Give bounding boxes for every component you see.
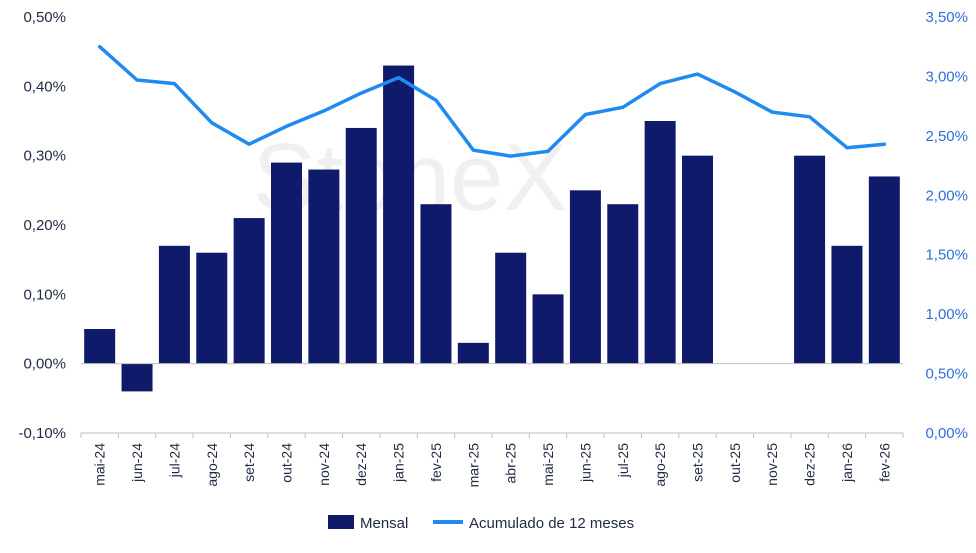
x-tick-label: jun-25 [577, 443, 593, 483]
left-tick-label: 0,40% [23, 78, 66, 95]
x-tick-label: out-24 [279, 443, 295, 483]
left-axis: -0,10% 0,00% 0,10% 0,20% 0,30% 0,40% 0,50% [18, 9, 66, 442]
left-tick-label: 0,20% [23, 217, 66, 234]
x-tick-label: jan-26 [839, 443, 855, 483]
bar [569, 190, 601, 364]
right-tick-label: 2,00% [925, 187, 968, 204]
x-tick-label: jan-25 [391, 443, 407, 483]
bar [457, 342, 489, 364]
right-tick-label: 2,50% [925, 128, 968, 145]
x-tick-label: jun-24 [129, 443, 145, 483]
bar [607, 204, 639, 364]
bar [196, 252, 228, 364]
bar [868, 176, 900, 364]
line-path [97, 44, 887, 158]
bar [233, 218, 265, 364]
right-tick-label: 1,00% [925, 306, 968, 323]
right-axis: 0,00% 0,50% 1,00% 1,50% 2,00% 2,50% 3,00% 3,50% [925, 9, 968, 442]
left-tick-label: 0,10% [23, 286, 66, 303]
right-tick-label: 0,50% [925, 366, 968, 383]
bar [644, 121, 676, 364]
bar [158, 245, 190, 364]
x-tick-label: fev-25 [428, 443, 444, 482]
bar [794, 155, 826, 364]
right-tick-label: 3,50% [925, 9, 968, 26]
right-tick-label: 0,00% [925, 425, 968, 442]
bar [84, 329, 116, 364]
left-tick-label: -0,10% [18, 425, 66, 442]
x-tick-label: fev-26 [876, 443, 892, 482]
bar [682, 155, 713, 364]
x-tick-label: jul-25 [615, 443, 631, 478]
x-tick-label: ago-24 [204, 443, 220, 487]
bar [831, 245, 863, 364]
x-tick-label: ago-25 [652, 443, 668, 487]
legend: Mensal Acumulado de 12 meses [328, 515, 634, 532]
x-tick-label: mai-25 [540, 443, 556, 486]
x-tick-label: abr-25 [503, 443, 519, 484]
x-tick-label: mai-24 [92, 443, 108, 486]
legend-swatch-mensal [328, 515, 354, 529]
legend-label-acumulado: Acumulado de 12 meses [469, 515, 634, 532]
legend-label-mensal: Mensal [360, 515, 408, 532]
bar [271, 162, 302, 364]
x-tick-label: dez-24 [353, 443, 369, 486]
left-tick-label: 0,00% [23, 356, 66, 373]
x-tick-label: jul-24 [166, 443, 182, 478]
x-tick-label: set-24 [241, 443, 257, 482]
bar [420, 204, 452, 364]
x-tick-label: nov-24 [316, 443, 332, 486]
right-tick-label: 1,50% [925, 247, 968, 264]
bar [345, 127, 377, 364]
right-tick-label: 3,00% [925, 68, 968, 85]
x-tick-label: mar-25 [465, 443, 481, 488]
line-series [97, 44, 887, 158]
bar [308, 169, 340, 364]
bar-series [84, 65, 900, 392]
bar [495, 252, 527, 364]
x-tick-label: nov-25 [764, 443, 780, 486]
x-tick-label: out-25 [727, 443, 743, 483]
x-tick-label: set-25 [690, 443, 706, 482]
x-axis: mai-24 jun-24 jul-24 ago-24 set-24 out-24 nov-… [80, 363, 904, 488]
left-tick-label: 0,50% [23, 9, 66, 26]
bar [383, 65, 415, 364]
bar [121, 363, 153, 392]
left-tick-label: 0,30% [23, 148, 66, 165]
x-tick-label: dez-25 [802, 443, 818, 486]
bar [532, 294, 564, 364]
